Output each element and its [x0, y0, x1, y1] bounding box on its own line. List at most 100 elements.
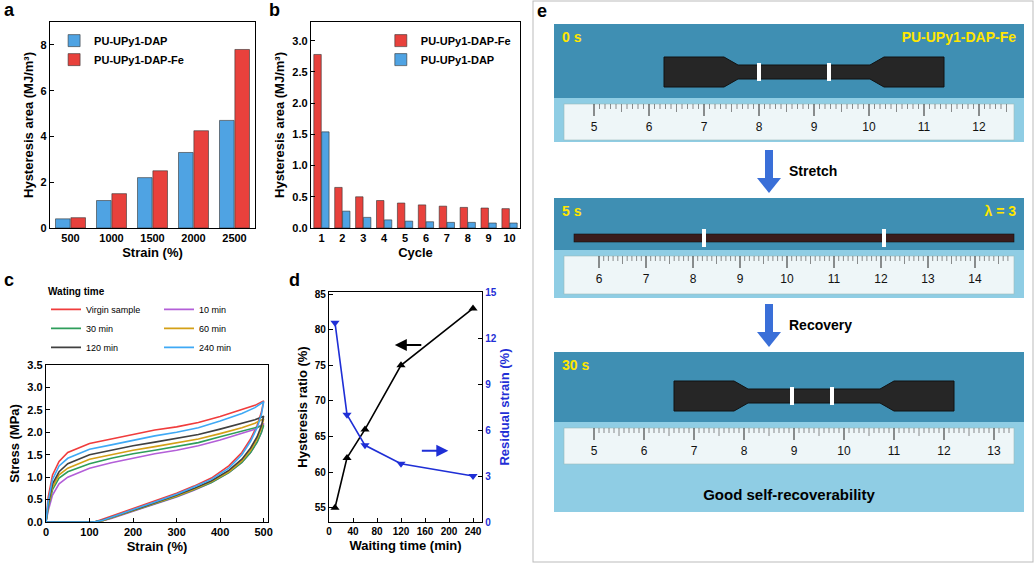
svg-text:8: 8	[741, 444, 748, 458]
svg-text:1.0: 1.0	[292, 159, 307, 171]
svg-text:11: 11	[888, 444, 901, 458]
svg-text:80: 80	[315, 324, 327, 335]
svg-text:60 min: 60 min	[199, 324, 226, 334]
svg-text:12: 12	[937, 444, 951, 458]
svg-text:0 s: 0 s	[562, 29, 582, 45]
svg-text:70: 70	[315, 395, 327, 406]
svg-text:0: 0	[326, 526, 332, 537]
svg-text:60: 60	[315, 467, 327, 478]
svg-text:3.0: 3.0	[292, 35, 307, 47]
svg-text:200: 200	[124, 526, 142, 538]
svg-text:5 s: 5 s	[562, 203, 582, 219]
svg-text:2: 2	[40, 176, 46, 188]
svg-text:12: 12	[972, 120, 986, 134]
svg-text:7: 7	[444, 232, 450, 244]
svg-text:PU-UPy1-DAP: PU-UPy1-DAP	[421, 54, 494, 66]
svg-text:Hysteresis ratio (%): Hysteresis ratio (%)	[295, 346, 310, 467]
svg-text:Strain (%): Strain (%)	[127, 539, 188, 554]
svg-text:10: 10	[503, 232, 515, 244]
svg-text:Hysteresis area (MJ/m³): Hysteresis area (MJ/m³)	[21, 52, 36, 198]
svg-text:PU-UPy1-DAP-Fe: PU-UPy1-DAP-Fe	[94, 54, 184, 66]
svg-text:Wating time: Wating time	[48, 286, 105, 297]
svg-text:400: 400	[211, 526, 229, 538]
svg-text:6: 6	[646, 120, 653, 134]
svg-text:3: 3	[360, 232, 366, 244]
svg-text:Residual strain (%): Residual strain (%)	[497, 348, 512, 465]
svg-text:9: 9	[791, 444, 798, 458]
svg-text:9: 9	[737, 272, 744, 286]
svg-text:240: 240	[465, 526, 482, 537]
svg-text:6: 6	[596, 272, 603, 286]
svg-text:Recovery: Recovery	[789, 317, 852, 333]
svg-text:0: 0	[485, 517, 491, 528]
svg-text:2000: 2000	[181, 232, 205, 244]
svg-text:2.0: 2.0	[292, 97, 307, 109]
svg-text:75: 75	[315, 360, 327, 371]
svg-text:6: 6	[641, 444, 648, 458]
svg-text:5: 5	[402, 232, 408, 244]
svg-text:Cycle: Cycle	[398, 245, 433, 260]
svg-text:2.5: 2.5	[27, 404, 42, 416]
svg-text:PU-UPy1-DAP-Fe: PU-UPy1-DAP-Fe	[902, 29, 1017, 45]
svg-text:240 min: 240 min	[199, 343, 231, 353]
svg-text:0.0: 0.0	[27, 516, 42, 528]
svg-text:14: 14	[968, 272, 982, 286]
svg-text:7: 7	[643, 272, 650, 286]
svg-text:PU-UPy1-DAP: PU-UPy1-DAP	[94, 35, 167, 47]
svg-text:1: 1	[318, 232, 324, 244]
svg-text:1000: 1000	[99, 232, 123, 244]
svg-text:100: 100	[80, 526, 98, 538]
svg-text:1.5: 1.5	[292, 128, 307, 140]
svg-text:85: 85	[315, 289, 327, 300]
svg-text:30 min: 30 min	[86, 324, 113, 334]
svg-text:30 s: 30 s	[562, 357, 589, 373]
svg-text:160: 160	[417, 526, 434, 537]
svg-text:λ = 3: λ = 3	[984, 203, 1016, 219]
svg-text:13: 13	[921, 272, 935, 286]
svg-text:2.5: 2.5	[292, 66, 307, 78]
svg-text:11: 11	[918, 120, 931, 134]
svg-text:5: 5	[591, 120, 598, 134]
svg-text:PU-UPy1-DAP-Fe: PU-UPy1-DAP-Fe	[421, 35, 511, 47]
svg-text:12: 12	[874, 272, 888, 286]
svg-text:Virgin sample: Virgin sample	[86, 305, 140, 315]
svg-text:6: 6	[485, 425, 491, 436]
svg-text:300: 300	[167, 526, 185, 538]
svg-text:15: 15	[485, 287, 497, 298]
svg-text:8: 8	[756, 120, 763, 134]
svg-text:Strain (%): Strain (%)	[122, 245, 183, 260]
svg-text:9: 9	[485, 379, 491, 390]
svg-text:0.5: 0.5	[27, 493, 42, 505]
svg-text:13: 13	[987, 444, 1001, 458]
svg-text:4: 4	[40, 130, 47, 142]
svg-text:10 min: 10 min	[199, 305, 226, 315]
svg-text:1.5: 1.5	[27, 449, 42, 461]
svg-text:10: 10	[862, 120, 876, 134]
svg-text:Stretch: Stretch	[789, 163, 837, 179]
svg-text:8: 8	[40, 39, 46, 51]
svg-text:0.0: 0.0	[292, 222, 307, 234]
svg-text:0: 0	[43, 526, 49, 538]
svg-text:8: 8	[690, 272, 697, 286]
svg-text:11: 11	[828, 272, 841, 286]
svg-text:10: 10	[837, 444, 851, 458]
svg-text:9: 9	[486, 232, 492, 244]
svg-text:500: 500	[254, 526, 272, 538]
svg-text:2500: 2500	[222, 232, 246, 244]
svg-text:7: 7	[691, 444, 698, 458]
svg-text:7: 7	[701, 120, 708, 134]
svg-text:120 min: 120 min	[86, 343, 118, 353]
svg-text:12: 12	[485, 333, 497, 344]
svg-text:3.0: 3.0	[27, 381, 42, 393]
svg-text:6: 6	[423, 232, 429, 244]
svg-text:Waiting time (min): Waiting time (min)	[349, 538, 461, 553]
svg-text:55: 55	[315, 502, 327, 513]
svg-text:Stress (MPa): Stress (MPa)	[7, 404, 22, 483]
svg-text:8: 8	[465, 232, 471, 244]
svg-text:9: 9	[811, 120, 818, 134]
svg-text:2: 2	[339, 232, 345, 244]
svg-text:10: 10	[780, 272, 794, 286]
svg-text:6: 6	[40, 85, 46, 97]
svg-text:1.0: 1.0	[27, 471, 42, 483]
svg-text:Hysteresis area (MJ/m³): Hysteresis area (MJ/m³)	[272, 52, 287, 198]
